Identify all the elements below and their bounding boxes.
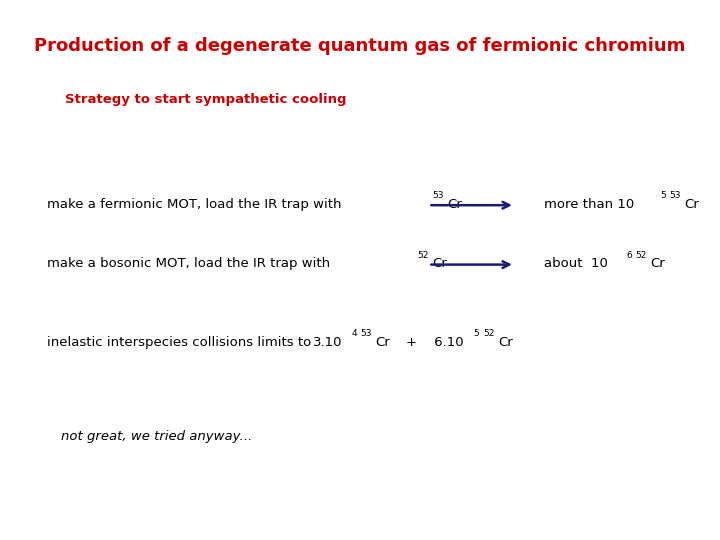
Text: 6: 6 xyxy=(626,251,631,260)
Text: 6.10: 6.10 xyxy=(431,335,464,349)
Text: 53: 53 xyxy=(432,191,444,200)
Text: Strategy to start sympathetic cooling: Strategy to start sympathetic cooling xyxy=(65,93,346,106)
Text: more than 10: more than 10 xyxy=(544,198,634,211)
Text: 4: 4 xyxy=(351,329,357,338)
Text: 5: 5 xyxy=(474,329,480,338)
Text: 3.10: 3.10 xyxy=(313,335,343,349)
Text: not great, we tried anyway...: not great, we tried anyway... xyxy=(61,430,253,443)
Text: Cr: Cr xyxy=(498,335,513,349)
Text: Production of a degenerate quantum gas of fermionic chromium: Production of a degenerate quantum gas o… xyxy=(35,37,685,55)
Text: make a bosonic MOT, load the IR trap with: make a bosonic MOT, load the IR trap wit… xyxy=(47,257,334,271)
Text: 5: 5 xyxy=(660,191,666,200)
Text: Cr: Cr xyxy=(447,198,462,211)
Text: 52: 52 xyxy=(483,329,495,338)
Text: 53: 53 xyxy=(670,191,681,200)
Text: Cr: Cr xyxy=(650,257,665,271)
Text: 52: 52 xyxy=(636,251,647,260)
Text: 52: 52 xyxy=(418,251,429,260)
Text: inelastic interspecies collisions limits to: inelastic interspecies collisions limits… xyxy=(47,335,311,349)
Text: +: + xyxy=(405,335,416,349)
Text: 53: 53 xyxy=(361,329,372,338)
Text: about  10: about 10 xyxy=(544,257,608,271)
Text: Cr: Cr xyxy=(376,335,390,349)
Text: Cr: Cr xyxy=(432,257,447,271)
Text: make a fermionic MOT, load the IR trap with: make a fermionic MOT, load the IR trap w… xyxy=(47,198,346,211)
Text: Cr: Cr xyxy=(685,198,699,211)
